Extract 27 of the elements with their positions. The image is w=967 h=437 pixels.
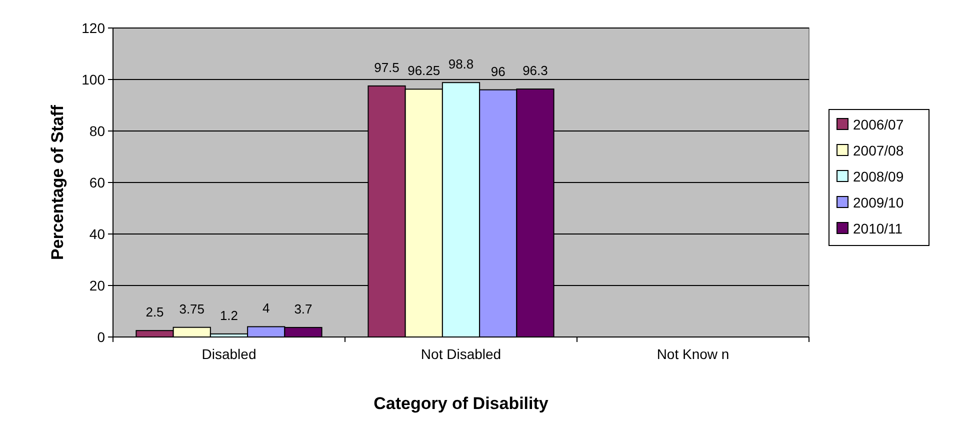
x-tick-label: Not Disabled — [420, 346, 502, 362]
y-tick-label: 80 — [89, 122, 106, 139]
x-axis-title: Category of Disability — [374, 394, 549, 413]
y-tick-label: 120 — [82, 20, 106, 36]
y-tick-label: 20 — [89, 277, 106, 294]
legend-label: 2007/08 — [853, 142, 904, 158]
data-label: 3.7 — [294, 301, 312, 316]
data-label: 97.5 — [374, 60, 400, 75]
y-axis-title: Percentage of Staff — [48, 104, 67, 260]
legend-label: 2010/11 — [853, 220, 903, 236]
legend-label: 2006/07 — [853, 116, 904, 132]
legend-label: 2009/10 — [853, 194, 904, 210]
data-label: 4 — [262, 300, 270, 316]
data-label: 96.25 — [408, 63, 440, 78]
data-label: 3.75 — [179, 301, 205, 316]
data-label: 2.5 — [146, 304, 164, 320]
y-tick-label: 0 — [97, 328, 106, 345]
legend-label: 2008/09 — [853, 168, 904, 184]
y-tick-label: 40 — [89, 226, 106, 242]
y-tick-label: 100 — [82, 71, 106, 88]
data-label: 98.8 — [448, 56, 474, 72]
x-tick-label: Not Know n — [656, 346, 730, 362]
x-tick-label: Disabled — [202, 346, 256, 362]
data-label: 96 — [490, 64, 506, 79]
data-label: 96.3 — [522, 63, 548, 78]
y-tick-label: 60 — [89, 174, 106, 190]
data-label: 1.2 — [220, 308, 238, 323]
